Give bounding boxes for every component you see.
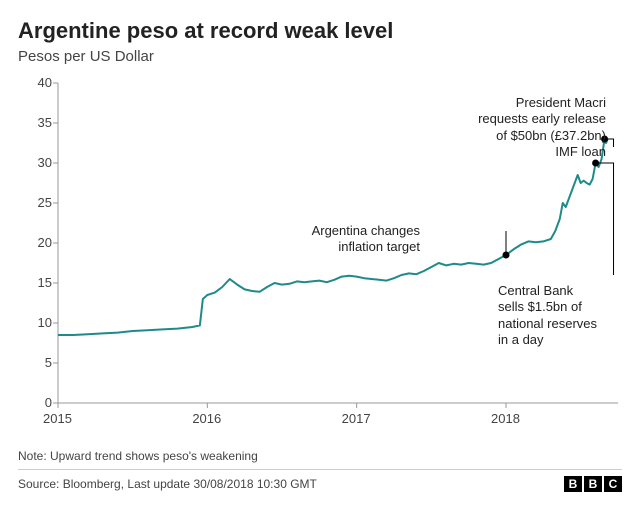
bbc-logo-b2: B <box>584 476 602 492</box>
y-tick-label: 15 <box>24 275 52 290</box>
chart-title: Argentine peso at record weak level <box>18 18 622 44</box>
bbc-logo: B B C <box>564 476 622 492</box>
chart-source: Source: Bloomberg, Last update 30/08/201… <box>18 477 317 491</box>
y-tick-label: 35 <box>24 115 52 130</box>
chart-area: 0 5 10 15 20 25 30 35 40 2015 2016 2017 2018 Argentin… <box>18 73 622 443</box>
y-tick-label: 25 <box>24 195 52 210</box>
y-tick-label: 0 <box>24 395 52 410</box>
y-tick-label: 30 <box>24 155 52 170</box>
bbc-logo-c: C <box>604 476 622 492</box>
chart-subtitle: Pesos per US Dollar <box>18 48 622 65</box>
x-tick-label: 2016 <box>192 411 221 426</box>
x-tick-label: 2018 <box>491 411 520 426</box>
y-tick-label: 20 <box>24 235 52 250</box>
annotation-inflation-target: Argentina changesinflation target <box>260 223 420 256</box>
bbc-logo-b1: B <box>564 476 582 492</box>
x-tick-label: 2017 <box>342 411 371 426</box>
y-tick-label: 10 <box>24 315 52 330</box>
y-tick-label: 40 <box>24 75 52 90</box>
y-tick-label: 5 <box>24 355 52 370</box>
chart-note: Note: Upward trend shows peso's weakenin… <box>18 449 622 463</box>
x-tick-label: 2015 <box>43 411 72 426</box>
annotation-imf-loan: President Macrirequests early releaseof … <box>436 95 606 160</box>
annotation-central-bank: Central Banksells $1.5bn ofnational rese… <box>498 283 618 348</box>
